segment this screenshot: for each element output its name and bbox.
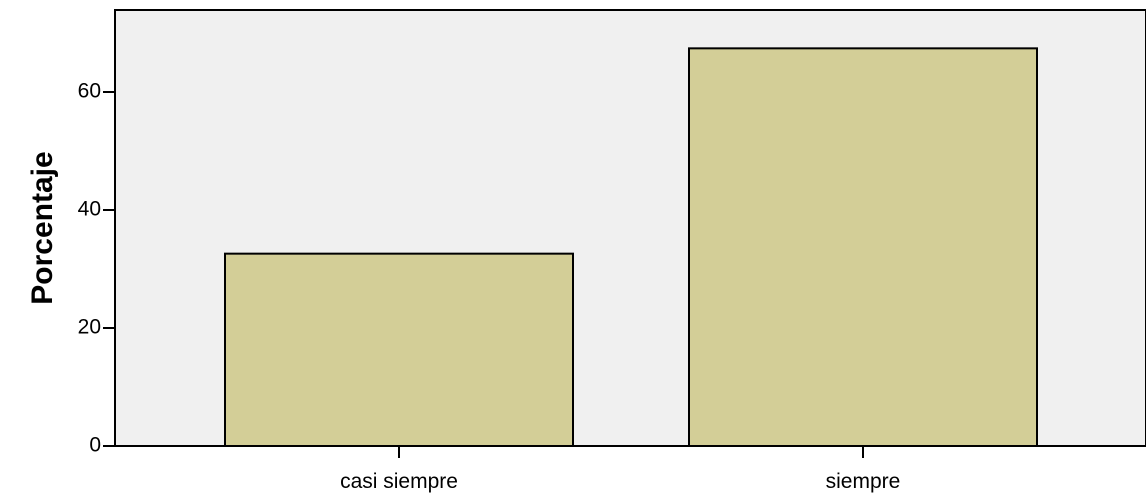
y-tick-label: 40 [78,198,101,221]
bar-casi-siempre [224,252,574,447]
bar-siempre [688,47,1038,448]
x-axis: casi siempre siempre [340,446,900,493]
y-axis-title: Porcentaje [26,151,59,304]
x-tick-label: casi siempre [340,470,458,493]
y-axis: 0 20 40 60 [78,80,115,457]
y-tick-label: 60 [78,80,101,103]
y-tick-label: 0 [89,434,101,457]
x-tick-label: siempre [826,470,901,493]
y-tick-label: 20 [78,316,101,339]
